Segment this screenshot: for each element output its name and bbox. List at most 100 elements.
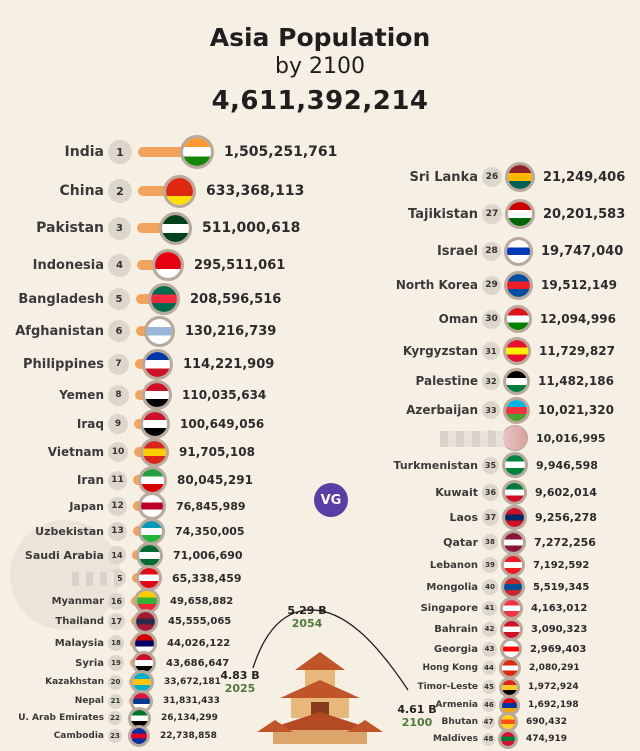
country-name: Bahrain [434,623,478,635]
country-row: Sri Lanka 26 21,249,406 [330,162,626,192]
rank-badge: 10 [108,442,128,462]
rank-badge: 14 [108,546,126,564]
country-name: Azerbaijan [406,403,478,417]
country-name: Mongolia [426,581,478,593]
country-row: Turkmenistan 35 9,946,598 [330,452,598,478]
country-row: Tajikistan 27 20,201,583 [330,199,626,229]
rank-badge: 20 [108,674,123,690]
population-value: 44,026,122 [167,637,231,649]
population-value: 110,035,634 [182,388,267,402]
population-value: 12,094,996 [540,312,616,326]
country-name: Nepal [74,696,104,706]
country-name: India [64,144,104,160]
population-value: 31,831,433 [163,696,220,706]
rank-badge: 37 [482,508,499,526]
population-value: 2,080,291 [529,663,580,673]
rank-badge: 11 [108,470,127,490]
population-value: 65,338,459 [172,571,242,585]
country-name: Tajikistan [408,206,478,222]
population-value: 633,368,113 [206,183,305,199]
population-value: 26,134,299 [161,713,218,723]
country-name: Afghanistan [15,323,104,339]
country-name: Kazakhstan [45,677,104,687]
population-value: 2,969,403 [530,643,587,655]
population-value: 1,972,924 [528,682,579,692]
flag-icon [144,315,175,347]
country-row: Qatar 38 7,272,256 [330,529,596,555]
country-name: Kyrgyzstan [402,344,478,358]
country-name: Indonesia [32,257,104,273]
country-row: Cambodia 23 22,738,858 [0,724,217,748]
rank-badge: 3 [108,216,131,240]
country-name: Turkmenistan [393,458,478,472]
country-name: Laos [449,510,478,524]
population-value: 9,946,598 [536,458,598,472]
country-name: Singapore [420,602,478,614]
country-row: Japan 12 76,845,989 [0,492,246,520]
population-bar [138,186,180,196]
rank-badge: 44 [482,661,496,675]
population-value: 19,747,040 [541,243,624,259]
country-row: Uzbekistan 13 74,350,005 [0,517,245,545]
country-name: Iran [76,473,104,487]
annotation-value: 4.61 B [397,703,437,716]
rank-badge: 12 [108,496,127,516]
population-value: 21,249,406 [543,169,626,185]
blurred-flag-icon [503,426,527,450]
country-name: Bangladesh [18,291,104,307]
rank-badge: 35 [482,456,499,474]
country-name: Japan [69,499,104,513]
population-value: 10,016,995 [536,431,606,445]
country-name: Timor-Leste [417,682,478,692]
country-name: Qatar [443,535,478,549]
population-value: 71,006,690 [173,548,243,562]
flag-icon [504,270,533,300]
country-row: China 2 633,368,113 [0,174,305,208]
rank-badge: 7 [108,353,129,375]
country-name: Uzbekistan [35,524,104,538]
rank-badge: 46 [482,698,496,712]
rank-badge: 32 [482,372,500,390]
population-value: 9,256,278 [535,510,597,524]
rank-badge: 1 [108,140,132,164]
country-name: Bhutan [441,717,478,727]
country-row: Bhutan 47 690,432 [330,710,567,734]
rank-badge: 2 [108,179,132,203]
annotation-year: 2054 [291,617,323,630]
population-value: 45,555,065 [168,615,232,627]
country-name: Vietnam [47,445,104,459]
country-row: Pakistan 3 511,000,618 [0,211,300,245]
country-row: Kyrgyzstan 31 11,729,827 [330,337,615,365]
population-value: 20,201,583 [543,206,626,222]
country-row: Iran 11 80,045,291 [0,465,253,495]
flag-icon [502,479,527,505]
population-value: 5,519,345 [533,581,590,593]
flag-icon [133,608,158,634]
country-name: Sri Lanka [409,169,479,185]
annotation-value: 4.83 B [220,669,260,682]
flag-icon [163,174,196,208]
rank-badge: 18 [108,635,124,651]
pagoda-illustration [257,652,383,744]
population-value: 49,658,882 [170,595,234,607]
annotation-value: 5.29 B [287,604,327,617]
country-name: Hong Kong [422,663,478,673]
population-value: 690,432 [526,717,567,727]
rank-badge: 4 [108,253,131,277]
country-name: Israel [436,243,478,259]
country-name: Lebanon [429,559,478,571]
population-bar [138,147,197,157]
country-row: Georgia 43 2,969,403 [330,637,586,661]
country-row: Syria 19 43,686,647 [0,651,229,675]
country-name: Syria [75,657,104,669]
blurred-country-name [440,431,516,447]
total-population: 4,611,392,214 [211,86,429,116]
population-value: 114,221,909 [183,356,275,372]
population-value: 74,350,005 [175,524,245,538]
flag-icon [505,199,535,229]
rank-badge: 41 [482,600,497,616]
country-name: Myanmar [51,595,104,607]
population-value: 130,216,739 [185,323,277,339]
rank-badge: 6 [108,320,130,342]
country-name: U. Arab Emirates [18,713,104,723]
